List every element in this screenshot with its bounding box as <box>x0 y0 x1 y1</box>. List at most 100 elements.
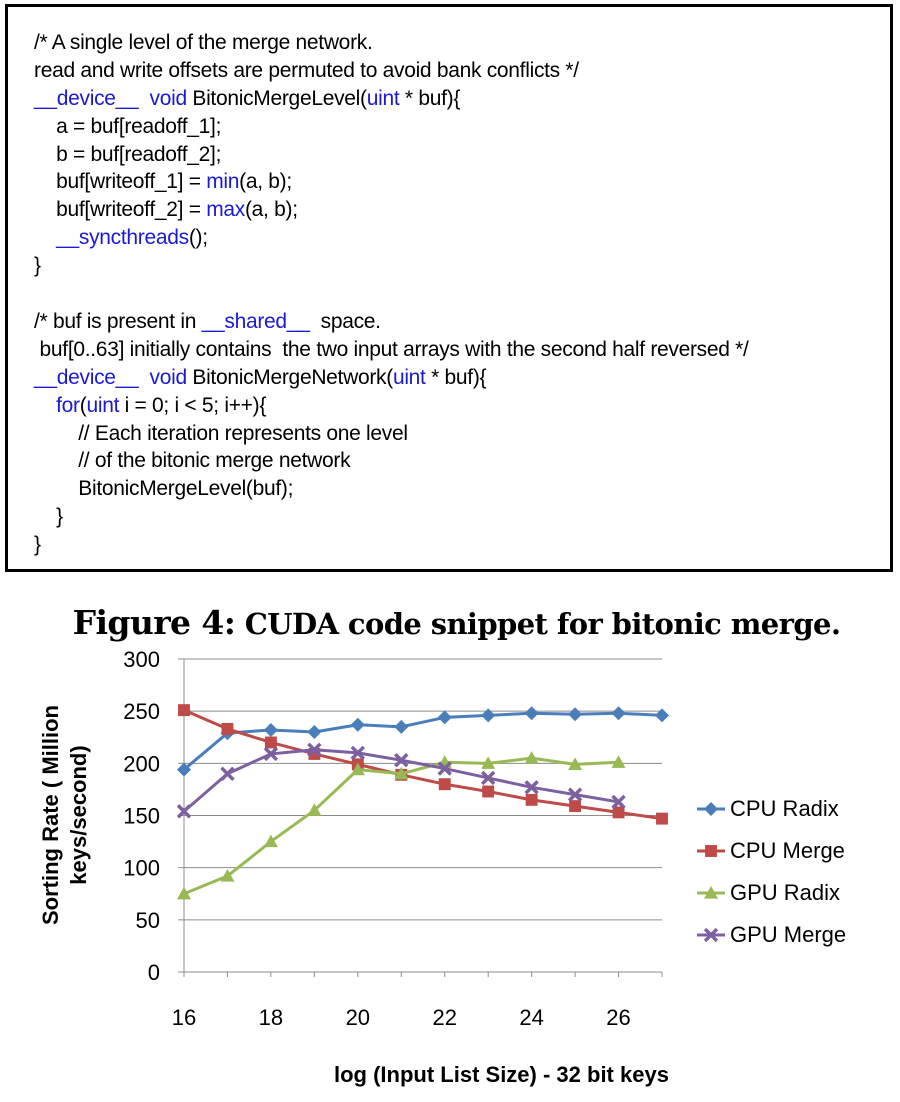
code-line: read and write offsets are permuted to a… <box>34 57 579 85</box>
code-text: } <box>34 505 63 528</box>
data-point <box>568 707 583 722</box>
y-axis-title-line-2: keys/second) <box>66 745 91 885</box>
code-line: BitonicMergeLevel(buf); <box>34 475 293 503</box>
code-line: __device__ void BitonicMergeLevel(uint *… <box>34 85 460 113</box>
code-text: /* buf is present in <box>34 310 202 333</box>
code-line: buf[writeoff_1] = min(a, b); <box>34 168 292 196</box>
x-tick-label: 26 <box>606 1005 630 1030</box>
data-point <box>263 722 278 737</box>
data-point <box>480 770 496 786</box>
data-point <box>704 802 718 816</box>
data-point <box>567 787 583 802</box>
code-text: space. <box>309 310 381 333</box>
figure-caption: Figure 4: CUDA code snippet for bitonic … <box>0 603 900 642</box>
code-text <box>138 366 149 389</box>
code-line: // Each iteration represents one level <box>34 420 408 448</box>
legend-item: CPU Merge <box>696 830 846 872</box>
legend-label: CPU Merge <box>730 838 845 863</box>
code-text: buf[writeoff_1] = <box>34 170 207 193</box>
code-text: ( <box>79 394 87 417</box>
code-keyword: max <box>206 198 245 221</box>
data-point <box>524 751 539 764</box>
code-line: } <box>34 252 41 280</box>
code-text: (a, b); <box>239 170 292 193</box>
data-point <box>612 806 625 819</box>
data-point <box>655 708 669 723</box>
legend-swatch <box>697 845 725 857</box>
figure-caption-text: CUDA code snippet for bitonic merge. <box>244 607 841 641</box>
code-text: // of the bitonic merge network <box>34 449 351 472</box>
code-text: /* A single level of the merge network. <box>34 31 373 54</box>
code-keyword: void <box>149 87 188 110</box>
data-point <box>220 766 235 781</box>
code-line: for(uint i = 0; i < 5; i++){ <box>34 392 266 420</box>
code-text <box>138 87 149 110</box>
data-point <box>177 762 191 777</box>
data-point <box>482 785 495 798</box>
data-point <box>705 845 717 857</box>
legend-label: GPU Radix <box>730 880 841 905</box>
legend-item: GPU Merge <box>696 914 846 956</box>
y-tick-label: 150 <box>123 804 160 829</box>
code-text: * buf){ <box>399 87 461 110</box>
figure-label: Figure 4: <box>72 603 236 642</box>
legend-swatch <box>697 927 725 943</box>
code-line: } <box>34 531 41 559</box>
code-keyword: __device__ <box>34 366 139 389</box>
data-point <box>703 927 719 943</box>
data-point <box>307 725 322 740</box>
data-point <box>481 756 496 769</box>
data-point <box>307 803 322 816</box>
data-point <box>307 742 322 757</box>
data-point <box>611 755 626 768</box>
data-point <box>524 706 539 721</box>
code-text: read and write offsets are permuted to a… <box>34 59 579 82</box>
data-point <box>264 736 277 749</box>
code-text: buf[0..63] initially contains the two in… <box>34 338 749 361</box>
data-point <box>394 753 409 768</box>
code-line: __syncthreads(); <box>34 224 208 252</box>
x-tick-label: 24 <box>519 1005 543 1030</box>
data-point <box>394 719 409 734</box>
data-point <box>308 747 321 760</box>
code-line: a = buf[readoff_1]; <box>34 113 221 141</box>
code-text <box>34 394 56 417</box>
code-keyword: __device__ <box>34 87 139 110</box>
data-point <box>350 717 365 732</box>
code-text: buf[writeoff_2] = <box>34 198 207 221</box>
code-keyword: for <box>56 394 80 417</box>
data-point <box>525 793 538 806</box>
code-text: a = buf[readoff_1]; <box>34 115 222 138</box>
code-keyword: void <box>149 366 188 389</box>
code-line: buf[0..63] initially contains the two in… <box>34 336 749 364</box>
x-tick-label: 22 <box>432 1005 456 1030</box>
data-point <box>568 757 583 770</box>
data-point <box>437 761 452 776</box>
data-point <box>221 722 234 735</box>
code-line: b = buf[readoff_2]; <box>34 141 221 169</box>
legend-swatch <box>697 886 725 899</box>
legend-swatch <box>697 802 725 816</box>
y-axis-title: Sorting Rate ( Million keys/second) <box>37 705 93 925</box>
code-text: (a, b); <box>244 198 298 221</box>
code-text: b = buf[readoff_2]; <box>34 143 222 166</box>
legend-label: CPU Radix <box>730 796 839 821</box>
y-tick-label: 200 <box>123 751 160 776</box>
data-point <box>350 762 365 776</box>
x-tick-label: 20 <box>346 1005 370 1030</box>
data-point <box>176 804 192 819</box>
code-line: } <box>34 503 63 531</box>
x-tick-label: 16 <box>172 1005 196 1030</box>
data-point <box>611 706 626 721</box>
legend-item: CPU Radix <box>696 788 846 830</box>
code-text <box>34 226 56 249</box>
data-point <box>177 886 191 900</box>
code-line: buf[writeoff_2] = max(a, b); <box>34 196 298 224</box>
code-text: } <box>34 254 41 277</box>
y-axis-title-wrap: Sorting Rate ( Million keys/second) <box>20 665 110 965</box>
data-point <box>438 778 451 791</box>
code-line: /* A single level of the merge network. <box>34 29 373 57</box>
code-text: BitonicMergeLevel( <box>186 87 367 110</box>
